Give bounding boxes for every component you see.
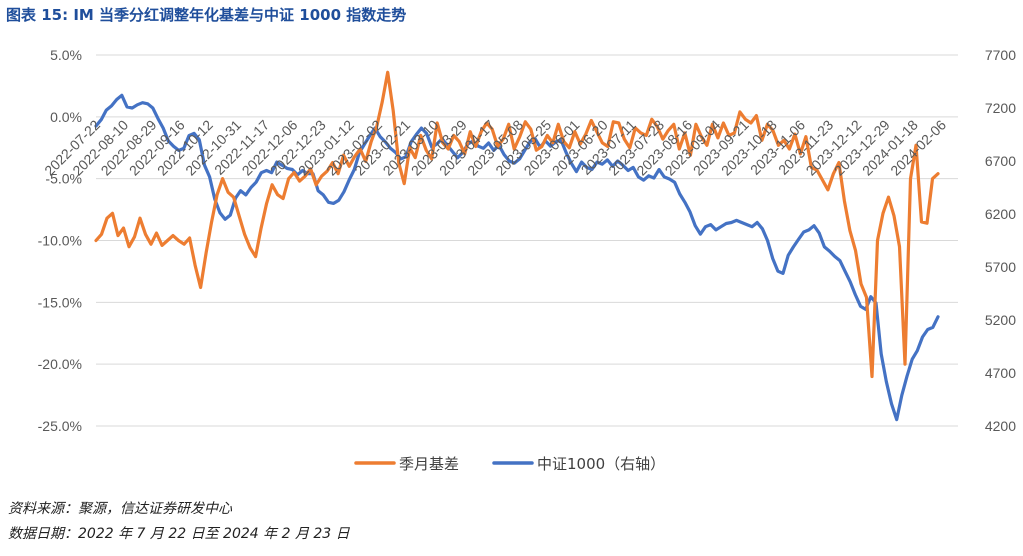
right-tick-label: 5700 — [985, 259, 1016, 275]
chart: 5.0% 0.0% -5.0% -10.0% -15.0% -20.0% -25.0% 77… — [38, 47, 1017, 473]
right-tick-label: 7700 — [985, 47, 1016, 63]
legend: 季月基差 中证1000（右轴） — [354, 455, 665, 473]
figure-title: 图表 15: IM 当季分红调整年化基差与中证 1000 指数走势 — [6, 6, 407, 24]
right-tick-label: 4700 — [985, 365, 1016, 381]
series-line-basis — [94, 70, 940, 379]
right-tick-label: 5200 — [985, 312, 1016, 328]
left-axis: 5.0% 0.0% -5.0% -10.0% -15.0% -20.0% -25.0% — [38, 47, 82, 434]
series-layer — [94, 70, 940, 422]
right-tick-label: 4200 — [985, 418, 1016, 434]
left-tick-label: 0.0% — [50, 109, 82, 125]
left-tick-label: -15.0% — [38, 294, 82, 310]
legend-label-basis: 季月基差 — [399, 455, 459, 473]
gridlines — [96, 54, 958, 427]
right-tick-label: 6700 — [985, 153, 1016, 169]
series-line-index — [94, 93, 940, 422]
right-tick-label: 6200 — [985, 206, 1016, 222]
left-tick-label: -25.0% — [38, 418, 82, 434]
right-axis: 7700 7200 6700 6200 5700 5200 4700 4200 — [985, 47, 1016, 434]
legend-label-index: 中证1000（右轴） — [537, 455, 665, 473]
source-note: 资料来源：聚源，信达证券研发中心 — [8, 501, 232, 517]
x-axis: 2022-07-222022-08-102022-08-292022-09-16… — [41, 116, 949, 178]
left-tick-label: -10.0% — [38, 233, 82, 249]
left-tick-label: -5.0% — [45, 171, 82, 187]
date-range-note: 数据日期：2022 年 7 月 22 日至 2024 年 2 月 23 日 — [8, 526, 350, 542]
left-tick-label: -20.0% — [38, 356, 82, 372]
left-tick-label: 5.0% — [50, 47, 82, 63]
right-tick-label: 7200 — [985, 100, 1016, 116]
